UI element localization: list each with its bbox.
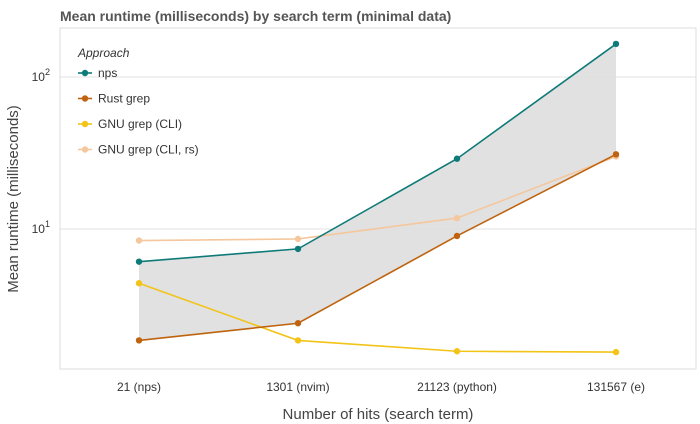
data-point-rust-grep: [135, 337, 143, 344]
x-tick-label: 131567 (e): [587, 380, 645, 394]
x-tick-label: 1301 (nvim): [266, 380, 329, 394]
legend-key-point: [81, 120, 89, 128]
series-rust-grep: [135, 151, 620, 344]
chart-title: Mean runtime (milliseconds) by search te…: [60, 8, 451, 24]
data-point-gnu-grep-cli: [612, 348, 620, 356]
legend-label: nps: [98, 66, 117, 80]
x-tick-label: 21 (nps): [117, 380, 161, 394]
data-point-rust-grep: [612, 151, 620, 158]
y-axis-title: Mean runtime (milliseconds): [5, 105, 22, 293]
y-tick-label: 101: [32, 219, 50, 236]
legend-label: Rust grep: [98, 92, 150, 106]
data-point-nps: [135, 258, 143, 265]
legend-key-point: [81, 95, 89, 102]
series-line-gnu-grep-cli-rs: [138, 155, 617, 242]
legend-label: GNU grep (CLI, rs): [98, 143, 199, 157]
legend-key-point: [81, 69, 89, 77]
legend-item-rust-grep: Rust grep: [78, 92, 150, 106]
data-point-nps: [294, 245, 302, 253]
legend-item-gnu-grep-cli-rs: GNU grep (CLI, rs): [78, 143, 199, 157]
y-tick-exponent: 1: [45, 219, 50, 229]
data-point-nps: [612, 40, 620, 48]
data-point-gnu-grep-cli: [453, 348, 461, 355]
series-nps: [135, 40, 620, 265]
data-point-gnu-grep-cli: [294, 337, 302, 344]
data-point-gnu-grep-cli-rs: [453, 214, 461, 222]
legend-key-point: [81, 146, 89, 153]
series-line-nps: [138, 43, 617, 263]
legend: Approach nps Rust grep GNU grep (CLI) GNU g…: [77, 46, 199, 157]
data-point-nps: [453, 155, 461, 162]
legend-item-nps: nps: [78, 66, 117, 80]
x-axis-title: Number of hits (search term): [283, 406, 474, 423]
series-gnu-grep-cli: [135, 280, 620, 356]
y-tick-label: 102: [32, 67, 50, 84]
series-lines: [135, 40, 620, 356]
y-tick-labels: 101 102: [32, 67, 50, 236]
series-line-rust-grep: [138, 153, 617, 342]
data-point-rust-grep: [453, 232, 461, 240]
legend-item-gnu-grep-cli: GNU grep (CLI): [78, 117, 182, 131]
ribbon: [139, 43, 616, 341]
data-point-rust-grep: [294, 320, 302, 327]
series-line-gnu-grep-cli: [138, 282, 617, 353]
x-tick-label: 21123 (python): [417, 380, 497, 394]
ribbon-area: [139, 43, 616, 341]
legend-title: Approach: [77, 46, 130, 60]
data-point-gnu-grep-cli-rs: [294, 235, 302, 243]
data-point-gnu-grep-cli-rs: [135, 237, 143, 244]
legend-label: GNU grep (CLI): [98, 117, 182, 131]
y-tick-exponent: 2: [45, 67, 50, 77]
x-tick-labels: 21 (nps) 1301 (nvim) 21123 (python) 131567 …: [117, 380, 645, 394]
data-point-gnu-grep-cli: [135, 280, 143, 287]
